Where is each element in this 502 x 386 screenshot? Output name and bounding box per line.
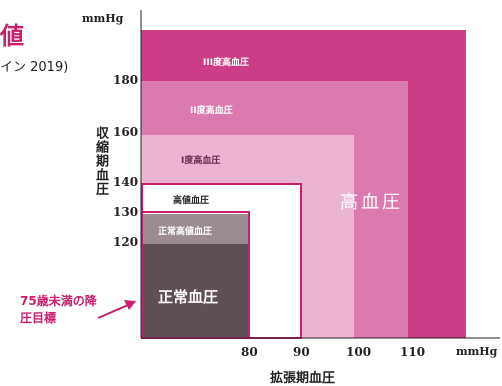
y-axis-unit: mmHg — [82, 12, 124, 25]
x-tick-label: 80 — [241, 345, 258, 359]
y-tick-label: 160 — [113, 125, 139, 139]
y-tick-label: 180 — [113, 73, 139, 87]
zone-normal-bp — [142, 244, 249, 338]
x-tick-label: 100 — [346, 345, 372, 359]
zone-label-grade3: III度高血圧 — [203, 58, 250, 68]
zone-label-high-normal: 正常高値血圧 — [158, 227, 213, 237]
x-axis-label: 拡張期血圧 — [270, 371, 336, 386]
y-axis-label: 収縮期血圧 — [93, 126, 108, 196]
page-subtitle-fragment: イン 2019) — [0, 60, 69, 75]
x-tick-label: 90 — [293, 345, 310, 359]
zone-label-grade1: I度高血圧 — [181, 156, 221, 166]
zone-label-elevated: 高値血圧 — [173, 196, 210, 206]
x-tick-label: 110 — [400, 345, 426, 359]
y-tick-label: 120 — [113, 235, 139, 249]
y-tick-label: 140 — [113, 175, 139, 189]
zone-high-normal-bp — [142, 214, 249, 244]
zone-label-normal: 正常血圧 — [158, 288, 219, 306]
x-axis-unit: mmHg — [456, 345, 498, 358]
zone-label-grade2: II度高血圧 — [190, 106, 233, 116]
target-annotation: 75歳未満の降圧目標 — [20, 294, 97, 325]
target-arrow — [97, 300, 136, 319]
group-label-hypertension: 高血圧 — [340, 192, 403, 213]
y-tick-label: 130 — [113, 205, 139, 219]
page-title-fragment: 値 — [0, 21, 24, 50]
